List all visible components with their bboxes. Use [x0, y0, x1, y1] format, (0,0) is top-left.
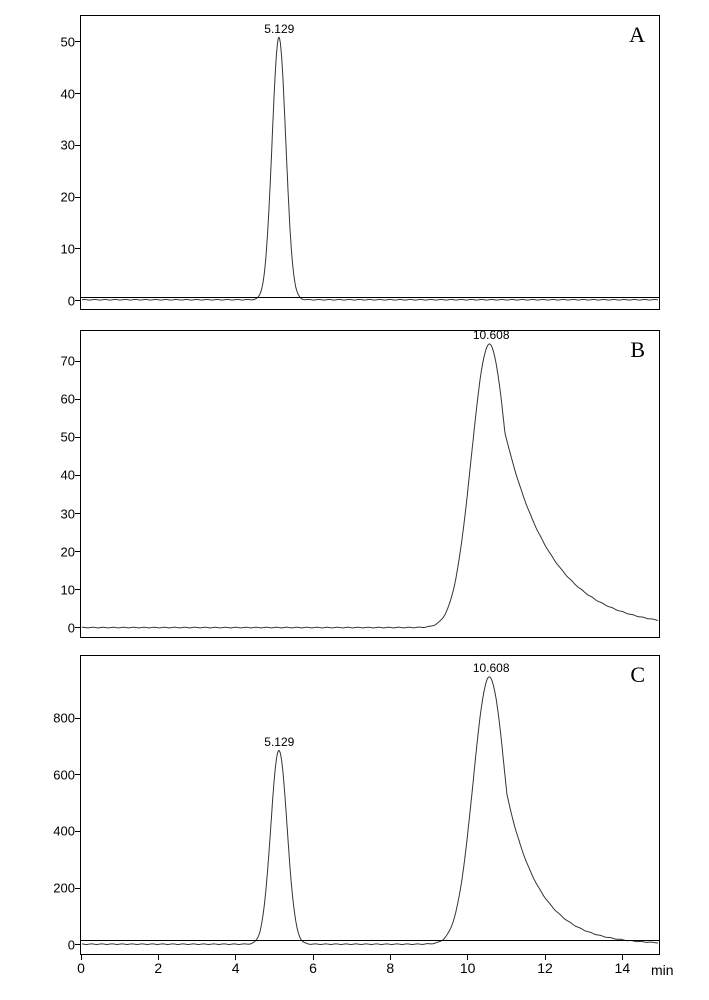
ytick-label: 600 [53, 767, 75, 782]
ytick-label: 0 [68, 293, 75, 308]
ytick-mark [75, 437, 81, 438]
ytick-mark [75, 551, 81, 552]
xtick-label: 6 [309, 960, 317, 976]
xtick-label: 14 [615, 960, 631, 976]
ytick-mark [75, 399, 81, 400]
ytick-label: 200 [53, 881, 75, 896]
x-axis-unit: min [651, 962, 674, 978]
ytick-label: 20 [61, 544, 75, 559]
chromatogram-panel-c: C5.12910.608020040060080002468101214min [80, 655, 660, 955]
ytick-mark [75, 831, 81, 832]
ytick-label: 800 [53, 711, 75, 726]
ytick-label: 400 [53, 824, 75, 839]
ytick-label: 70 [61, 354, 75, 369]
ytick-label: 0 [68, 620, 75, 635]
ytick-label: 30 [61, 138, 75, 153]
ytick-label: 60 [61, 392, 75, 407]
ytick-label: 40 [61, 86, 75, 101]
chromatogram-curve [81, 331, 659, 637]
ytick-label: 30 [61, 506, 75, 521]
xtick-label: 8 [386, 960, 394, 976]
ytick-mark [75, 361, 81, 362]
chromatogram-curve [81, 16, 659, 309]
ytick-mark [75, 475, 81, 476]
ytick-mark [75, 589, 81, 590]
ytick-mark [75, 944, 81, 945]
ytick-label: 50 [61, 430, 75, 445]
chromatogram-curve [81, 656, 659, 954]
chromatogram-panel-b: B10.608010203040506070 [80, 330, 660, 638]
baseline-separator [81, 297, 659, 298]
ytick-mark [75, 513, 81, 514]
chromatogram-figure: A5.12901020304050B10.608010203040506070C… [0, 0, 709, 1000]
ytick-mark [75, 718, 81, 719]
ytick-mark [75, 774, 81, 775]
ytick-mark [75, 300, 81, 301]
ytick-mark [75, 41, 81, 42]
ytick-label: 50 [61, 34, 75, 49]
ytick-mark [75, 888, 81, 889]
chromatogram-panel-a: A5.12901020304050 [80, 15, 660, 310]
xtick-label: 4 [232, 960, 240, 976]
ytick-label: 10 [61, 582, 75, 597]
ytick-mark [75, 93, 81, 94]
ytick-label: 10 [61, 241, 75, 256]
ytick-label: 40 [61, 468, 75, 483]
ytick-mark [75, 248, 81, 249]
ytick-mark [75, 145, 81, 146]
ytick-mark [75, 627, 81, 628]
ytick-mark [75, 197, 81, 198]
baseline-separator [81, 940, 659, 941]
ytick-label: 0 [68, 937, 75, 952]
xtick-label: 12 [537, 960, 553, 976]
xtick-label: 2 [154, 960, 162, 976]
ytick-label: 20 [61, 190, 75, 205]
xtick-label: 0 [77, 960, 85, 976]
xtick-label: 10 [460, 960, 476, 976]
